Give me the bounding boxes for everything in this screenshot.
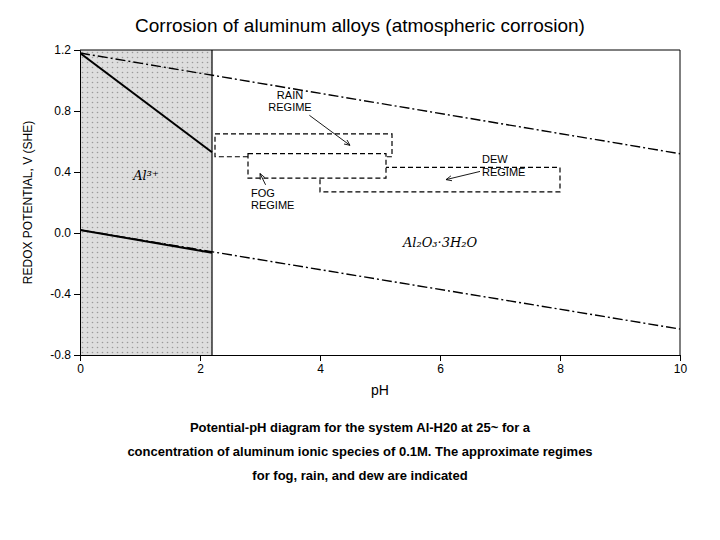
tick-label: 8 bbox=[557, 362, 564, 376]
axis-line bbox=[81, 356, 681, 362]
tick-mark bbox=[74, 50, 80, 51]
caption: Potential-pH diagram for the system Al-H… bbox=[190, 420, 531, 435]
x-axis: 0 2 4 6 8 10 bbox=[77, 355, 687, 376]
frame-line bbox=[680, 50, 681, 355]
tick: 0 bbox=[77, 355, 84, 376]
regime-box bbox=[215, 134, 392, 157]
annotation-arrow bbox=[260, 174, 266, 185]
tick: 0.4 bbox=[54, 165, 80, 179]
tick-mark bbox=[74, 172, 80, 173]
label-line: Al³⁺ bbox=[132, 168, 159, 183]
label-line: REGIME bbox=[251, 199, 294, 211]
tick: 0.0 bbox=[54, 226, 80, 240]
regime-label: RAINREGIME bbox=[268, 89, 311, 114]
frame-line bbox=[80, 50, 680, 51]
tick-label: 4 bbox=[317, 362, 324, 376]
species-label: Al³⁺ bbox=[132, 168, 159, 183]
hatched-region bbox=[80, 50, 212, 355]
y-axis: -0.8 -0.4 0.0 0.4 0.8 1.2 bbox=[50, 43, 80, 362]
series-line bbox=[80, 53, 680, 154]
tick-mark bbox=[74, 233, 80, 234]
caption: for fog, rain, and dew are indicated bbox=[252, 468, 467, 483]
tick-label: 0.4 bbox=[54, 165, 71, 179]
label-line: FOG bbox=[251, 187, 275, 199]
tick-mark bbox=[74, 355, 80, 356]
chart: 0 2 4 6 8 10 -0.8 -0.4 0.0 0.4 0.8 1.2 pH REDOX POTEN… bbox=[0, 0, 720, 540]
tick: 6 bbox=[437, 355, 444, 376]
tick-mark bbox=[320, 355, 321, 361]
tick: 8 bbox=[557, 355, 564, 376]
tick-label: 6 bbox=[437, 362, 444, 376]
label-line: REGIME bbox=[268, 101, 311, 113]
tick-label: 2 bbox=[197, 362, 204, 376]
tick-mark bbox=[560, 355, 561, 361]
boundary-line bbox=[211, 50, 212, 355]
species-label: Al₂O₃·3H₂O bbox=[402, 235, 478, 250]
tick-label: 0.8 bbox=[54, 104, 71, 118]
tick-mark bbox=[200, 355, 201, 361]
title: Corrosion of aluminum alloys (atmospheri… bbox=[135, 15, 585, 36]
tick-mark bbox=[74, 111, 80, 112]
tick-label: 10 bbox=[674, 362, 688, 376]
tick-label: 1.2 bbox=[54, 43, 71, 57]
tick-mark bbox=[74, 294, 80, 295]
annotation-arrow bbox=[309, 115, 350, 145]
plot-area bbox=[80, 50, 680, 355]
label-line: REGIME bbox=[482, 166, 525, 178]
tick: 1.2 bbox=[54, 43, 80, 57]
tick-label: -0.8 bbox=[50, 348, 71, 362]
tick: -0.8 bbox=[50, 348, 80, 362]
series-line bbox=[80, 230, 680, 329]
regime-label: DEWREGIME bbox=[482, 153, 525, 178]
label-line: Al₂O₃·3H₂O bbox=[402, 235, 478, 250]
tick: 4 bbox=[317, 355, 324, 376]
tick-mark bbox=[440, 355, 441, 361]
caption: concentration of aluminum ionic species … bbox=[127, 444, 592, 459]
x-axis-title: pH bbox=[371, 382, 389, 398]
tick-label: 0.0 bbox=[54, 226, 71, 240]
tick-label: -0.4 bbox=[50, 287, 71, 301]
label-line: DEW bbox=[482, 153, 508, 165]
annotation-arrow bbox=[446, 171, 480, 179]
y-axis-title: REDOX POTENTIAL, V (SHE) bbox=[21, 121, 35, 284]
series-line bbox=[80, 53, 212, 152]
tick-mark bbox=[680, 355, 681, 361]
regime-box bbox=[248, 154, 386, 178]
series-line bbox=[80, 230, 212, 253]
tick: 10 bbox=[674, 355, 688, 376]
tick: 0.8 bbox=[54, 104, 80, 118]
tick: -0.4 bbox=[50, 287, 80, 301]
tick-label: 0 bbox=[77, 362, 84, 376]
label-line: RAIN bbox=[277, 89, 303, 101]
tick: 2 bbox=[197, 355, 204, 376]
axis-line bbox=[74, 51, 81, 356]
regime-label: FOGREGIME bbox=[251, 187, 294, 212]
